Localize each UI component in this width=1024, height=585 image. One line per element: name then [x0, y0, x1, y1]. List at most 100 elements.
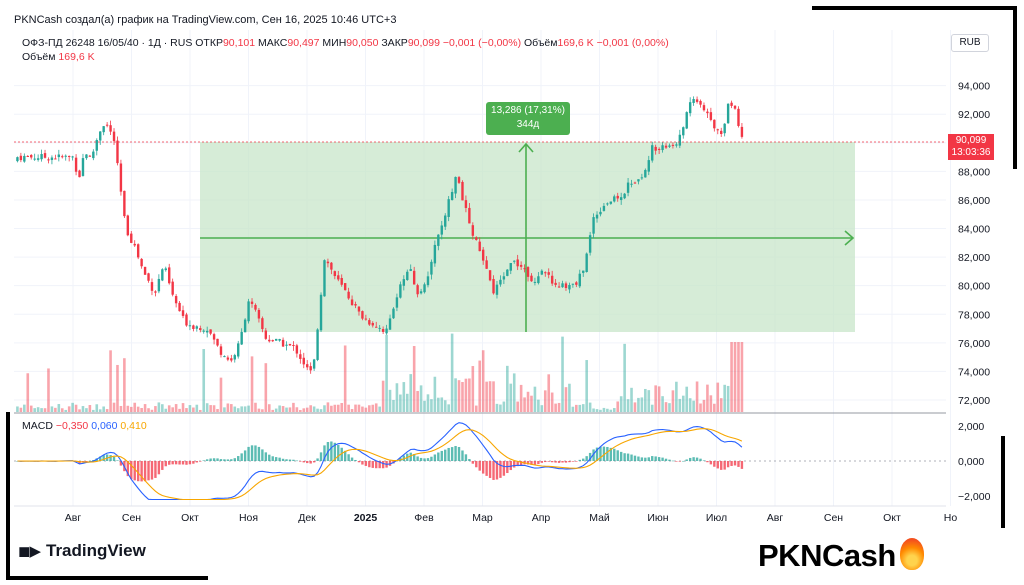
- macd-hist-bar: [461, 450, 464, 461]
- volume-bar: [223, 407, 226, 412]
- candle-body: [333, 271, 337, 277]
- macd-hist-bar: [278, 457, 281, 461]
- candle-body: [657, 148, 661, 150]
- macd-hist-bar: [299, 461, 302, 462]
- volume-label: Объём: [524, 37, 558, 49]
- candle-body: [419, 291, 423, 294]
- volume-bar: [105, 409, 109, 412]
- volume-bar: [716, 382, 720, 412]
- x-tick-label: Но: [944, 512, 958, 524]
- y-tick-label: 94,000: [958, 81, 990, 93]
- candle-body: [585, 253, 588, 272]
- candle-body: [216, 338, 219, 346]
- symbol-name: ОФЗ-ПД 26248 16/05/40 · 1Д · RUS: [22, 37, 193, 49]
- macd-hist-bar: [143, 461, 147, 482]
- candle-body: [492, 278, 495, 294]
- volume-bar: [347, 404, 350, 412]
- macd-hist-bar: [457, 446, 461, 461]
- volume-bar: [412, 346, 416, 412]
- candle-body: [326, 261, 330, 264]
- volume-bar: [585, 360, 588, 412]
- candle-body: [671, 144, 675, 146]
- volume-bar: [230, 404, 233, 412]
- macd-hist-bar: [88, 460, 92, 462]
- candle-body: [461, 181, 464, 201]
- macd-hist-bar: [444, 449, 447, 461]
- currency-button[interactable]: RUB: [951, 34, 989, 52]
- candle-body: [61, 156, 64, 158]
- volume-bar: [26, 373, 30, 412]
- volume-bar: [54, 407, 57, 412]
- candle-body: [85, 154, 88, 159]
- macd-hist-bar: [737, 461, 740, 467]
- candle-body: [192, 325, 195, 329]
- macd-hist-bar: [140, 461, 143, 482]
- macd-hist-bar: [212, 458, 216, 461]
- candle-body: [250, 301, 254, 304]
- candle-body: [699, 100, 702, 105]
- volume-bar: [619, 396, 623, 412]
- candle-body: [309, 366, 312, 371]
- candle-body: [105, 124, 109, 126]
- macd-hist-bar: [713, 461, 716, 467]
- volume-bar: [630, 387, 633, 412]
- candle-body: [168, 267, 171, 284]
- x-tick-label: Июн: [647, 512, 668, 524]
- macd-hist-bar: [237, 456, 240, 461]
- volume-bar: [381, 380, 385, 412]
- macd-hist-bar: [416, 456, 419, 461]
- candle-body: [423, 284, 426, 293]
- candle-body: [368, 320, 371, 325]
- macd-hist-bar: [126, 461, 130, 477]
- candle-body: [661, 145, 664, 151]
- volume-bar: [257, 408, 261, 412]
- candle-body: [685, 112, 688, 129]
- macd-hist-bar: [257, 446, 261, 461]
- macd-hist-bar: [116, 460, 119, 461]
- macd-hist-bar: [316, 458, 319, 461]
- volume-bar: [571, 406, 575, 412]
- macd-hist-bar: [481, 461, 485, 474]
- macd-hist-bar: [733, 461, 737, 466]
- candle-body: [647, 160, 650, 172]
- candle-body: [471, 225, 475, 236]
- macd-hist-bar: [354, 459, 357, 461]
- volume-bar: [468, 378, 471, 412]
- macd-hist-bar: [226, 459, 230, 461]
- candle-body: [74, 157, 78, 172]
- macd-tick-label: 2,000: [958, 421, 984, 433]
- candle-body: [540, 270, 544, 275]
- candle-body: [257, 309, 261, 319]
- macd-hist-bar: [575, 461, 578, 462]
- candle-body: [664, 145, 668, 148]
- candle-body: [533, 281, 537, 283]
- fire-icon: [899, 538, 924, 570]
- volume-bar: [737, 342, 740, 412]
- macd-hist-bar: [381, 461, 385, 469]
- macd-hist-bar: [202, 460, 205, 462]
- macd-hist-bar: [333, 442, 337, 461]
- macd-hist-bar: [695, 457, 699, 461]
- candle-body: [716, 129, 719, 131]
- tradingview-logo: ◼▶ TradingView: [18, 541, 146, 561]
- candle-body: [164, 268, 167, 271]
- macd-hist-bar: [337, 444, 340, 461]
- macd-hist-bar: [699, 458, 702, 461]
- volume-bar: [488, 381, 492, 412]
- macd-hist-bar: [544, 461, 547, 463]
- macd-hist-bar: [109, 455, 112, 461]
- candle-body: [195, 326, 199, 329]
- candle-body: [340, 277, 343, 285]
- volume-bar: [402, 382, 406, 412]
- candle-body: [606, 203, 609, 205]
- volume-bar: [530, 395, 533, 412]
- macd-hist-bar: [412, 454, 416, 461]
- macd-hist-bar: [651, 456, 654, 461]
- candle-body: [702, 105, 706, 111]
- macd-hist-value: −0,350: [55, 420, 89, 432]
- volume-bar: [592, 408, 595, 412]
- candle-body: [395, 297, 399, 308]
- volume-bar: [702, 399, 706, 412]
- macd-hist-bar: [292, 459, 295, 461]
